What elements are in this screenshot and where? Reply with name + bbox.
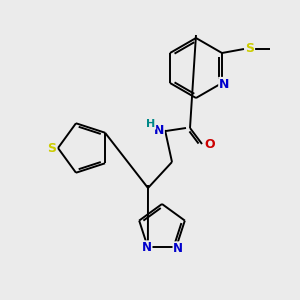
Text: H: H (146, 119, 156, 129)
Text: N: N (142, 241, 152, 254)
Text: N: N (154, 124, 164, 136)
Text: S: S (245, 43, 254, 56)
Text: N: N (219, 77, 229, 91)
Text: S: S (47, 142, 56, 154)
Text: O: O (205, 137, 215, 151)
Text: N: N (173, 242, 183, 255)
